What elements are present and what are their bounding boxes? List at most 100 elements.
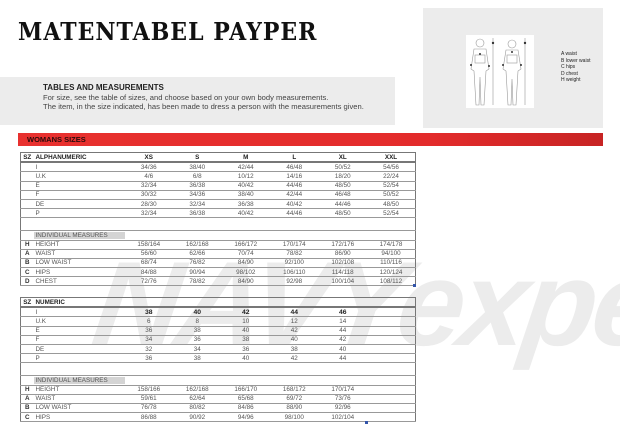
empty-cell (124, 230, 173, 241)
empty-cell (124, 375, 173, 386)
body-silhouettes-icon (470, 38, 527, 106)
measure-value: 76/82 (173, 258, 222, 269)
row-code (20, 199, 34, 210)
sz-header: SZ (20, 297, 34, 309)
size-column-header: L (270, 152, 319, 164)
table-row: F 30/32 34/36 38/40 42/44 46/48 50/52 (20, 190, 416, 200)
header-cell (367, 297, 416, 309)
table-row: P 36 38 40 42 44 (20, 353, 416, 364)
size-value: 36/38 (221, 199, 270, 210)
size-value: 48/50 (367, 199, 416, 210)
size-value: 44/46 (270, 208, 319, 219)
measure-code: B (20, 403, 34, 414)
row-code (20, 190, 34, 200)
size-value: 38/40 (173, 162, 222, 173)
table-row: I 38 40 42 44 46 (20, 307, 416, 318)
measure-value: 90/94 (173, 267, 222, 278)
header-cell (270, 297, 319, 309)
size-value: 40/42 (221, 208, 270, 219)
measure-value: 76/78 (124, 403, 173, 414)
size-value: 38 (173, 326, 222, 336)
empty-cell (270, 230, 319, 241)
size-value: 34/36 (173, 190, 222, 200)
size-value: 40 (221, 326, 270, 336)
size-value: 6 (124, 316, 173, 327)
system-header: ALPHANUMERIC (33, 152, 125, 164)
size-value: 18/20 (318, 171, 367, 182)
size-value: 36 (173, 335, 222, 345)
legend-item: B lower waist (561, 57, 591, 64)
measure-label: HIPS (33, 412, 125, 423)
measure-code: A (20, 249, 34, 259)
empty-cell (367, 394, 416, 404)
size-value: 38 (124, 307, 173, 318)
row-code (20, 316, 34, 327)
measure-row: C HIPS 84/88 90/94 98/102 106/110 114/118 120/1… (20, 267, 416, 278)
size-column-header: XS (124, 152, 173, 164)
measure-row: H HEIGHT 158/166 162/168 166/170 168/172 170/1… (20, 385, 416, 395)
empty-cell (221, 375, 270, 386)
measure-code: B (20, 258, 34, 269)
size-value: 50/52 (367, 190, 416, 200)
size-value: 50/52 (318, 162, 367, 173)
measure-value: 94/100 (367, 249, 416, 259)
size-value: 36 (124, 326, 173, 336)
size-value: 36/38 (173, 208, 222, 219)
table-row: E 32/34 36/38 40/42 44/46 48/50 52/54 (20, 181, 416, 191)
row-label: I (33, 162, 125, 173)
measure-value: 62/66 (173, 249, 222, 259)
measure-value: 73/76 (318, 394, 367, 404)
measure-value: 80/82 (173, 403, 222, 414)
size-value: 28/30 (124, 199, 173, 210)
row-code (20, 230, 34, 241)
measures-header: INDIVIDUAL MEASURES (33, 375, 125, 386)
empty-cell (367, 412, 416, 423)
size-column-header: XL (318, 152, 367, 164)
measure-value: 102/104 (318, 412, 367, 423)
empty-cell (173, 375, 222, 386)
measure-value: 92/96 (318, 403, 367, 414)
empty-cell (367, 335, 416, 345)
size-value: 32/34 (173, 199, 222, 210)
size-value: 40 (221, 353, 270, 364)
measure-value: 166/170 (221, 385, 270, 395)
size-value: 38/40 (221, 190, 270, 200)
size-value: 8 (173, 316, 222, 327)
table-resize-handle (413, 284, 416, 287)
measure-value: 168/172 (270, 385, 319, 395)
row-code (20, 375, 34, 386)
size-value: 32 (124, 344, 173, 355)
header-cell (124, 297, 173, 309)
size-value: 12 (270, 316, 319, 327)
header-cell (318, 297, 367, 309)
size-value: 10 (221, 316, 270, 327)
measure-row: A WAIST 59/61 62/64 65/68 69/72 73/76 (20, 394, 416, 404)
sz-header: SZ (20, 152, 34, 164)
size-value: 40 (318, 344, 367, 355)
measure-code: D (20, 276, 34, 287)
legend-item: C hips (561, 64, 576, 70)
empty-cell (221, 230, 270, 241)
header-cell (221, 297, 270, 309)
empty-cell (270, 375, 319, 386)
row-label: U.K (33, 316, 125, 327)
row-label: F (33, 335, 125, 345)
size-value: 42/44 (270, 190, 319, 200)
measure-value: 170/174 (318, 385, 367, 395)
measures-header-row: INDIVIDUAL MEASURES (20, 230, 416, 241)
measure-value: 68/74 (124, 258, 173, 269)
size-value: 52/54 (367, 208, 416, 219)
table-row: DE 28/30 32/34 36/38 40/42 44/46 48/50 (20, 199, 416, 210)
size-value: 46/48 (270, 162, 319, 173)
measure-value: 88/90 (270, 403, 319, 414)
measure-value: 84/90 (221, 258, 270, 269)
row-code (20, 162, 34, 173)
size-value: 44 (318, 326, 367, 336)
size-value: 14 (318, 316, 367, 327)
measure-value: 170/174 (270, 240, 319, 250)
measure-value: 106/110 (270, 267, 319, 278)
table-row: U.K 4/6 6/8 10/12 14/16 18/20 22/24 (20, 171, 416, 182)
measure-label: WAIST (33, 249, 125, 259)
empty-cell (367, 307, 416, 318)
measures-header-label: INDIVIDUAL MEASURES (33, 231, 125, 239)
